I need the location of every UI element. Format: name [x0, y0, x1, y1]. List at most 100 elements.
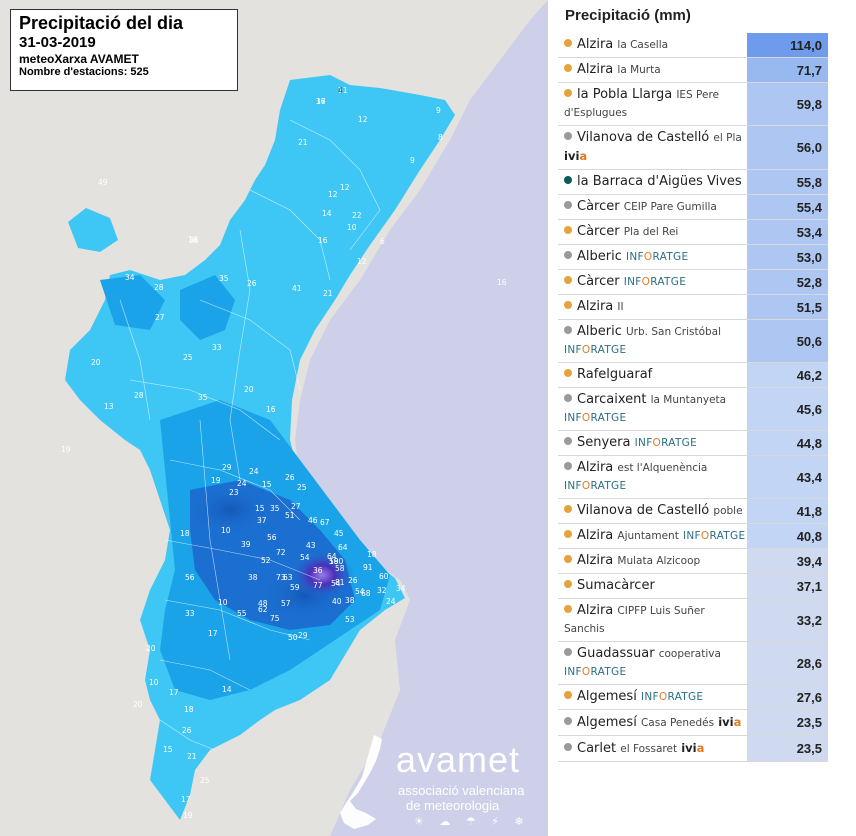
station-value-label: 33: [212, 343, 222, 352]
ranking-row[interactable]: Càrcer INFORATGE 52,8: [558, 269, 828, 295]
station-value-label: 58: [329, 557, 339, 566]
station-value-label: 21: [323, 289, 333, 298]
station-value-label: 10: [218, 598, 228, 607]
station-cell: Alzira Mulata Alzicoop: [558, 548, 748, 574]
ranking-row[interactable]: Alzira la Casella 114,0: [558, 33, 828, 58]
station-value-label: 17: [208, 629, 218, 638]
station-value-label: 15: [163, 745, 173, 754]
map-title: Precipitació del dia: [19, 13, 184, 33]
precipitation-value: 45,6: [747, 387, 828, 431]
precipitation-map[interactable]: 17 11 12 21 9 8 12 14 22 16 12 10 12 6 9 41 21 28 34 27 33 26…: [0, 0, 548, 836]
station-name[interactable]: Algemesí: [577, 689, 637, 704]
station-name[interactable]: Alberic: [577, 324, 622, 339]
ranking-row[interactable]: Alberic Urb. San Cristóbal INFORATGE 50,6: [558, 319, 828, 363]
station-value-label: 48: [258, 599, 268, 608]
precipitation-value: 44,8: [747, 430, 828, 456]
station-value-label: 15: [255, 504, 265, 513]
station-location: Casa Penedés: [640, 717, 715, 729]
station-status-dot-icon: [564, 505, 572, 513]
ranking-row[interactable]: Rafelguaraf 46,2: [558, 362, 828, 388]
station-cell: Alzira II: [558, 294, 748, 320]
ranking-row[interactable]: Guadassuar cooperativa INFORATGE 28,6: [558, 641, 828, 685]
ranking-row[interactable]: Alzira la Murta 71,7: [558, 57, 828, 83]
station-value-label: 38: [248, 573, 258, 582]
station-name[interactable]: Alberic: [577, 249, 622, 264]
station-value-label: 28: [154, 283, 164, 292]
station-value-label: 17: [181, 795, 191, 804]
station-name[interactable]: Càrcer: [577, 274, 620, 289]
ranking-row[interactable]: Alberic INFORATGE 53,0: [558, 244, 828, 270]
station-cell: Carcaixent la Muntanyeta INFORATGE: [558, 387, 748, 431]
network-badge-inforatge: INFORATGE: [682, 530, 746, 542]
station-value-label: 19: [183, 811, 193, 820]
station-name[interactable]: Carlet: [577, 741, 617, 756]
ranking-row[interactable]: Carlet el Fossaret ivia 23,5: [558, 735, 828, 762]
ranking-row[interactable]: Alzira est l'Alquenència INFORATGE 43,4: [558, 455, 828, 499]
station-name[interactable]: Alzira: [577, 460, 614, 475]
station-status-dot-icon: [564, 132, 572, 140]
station-status-dot-icon: [564, 89, 572, 97]
station-status-dot-icon: [564, 437, 572, 445]
station-value-label: 81: [335, 578, 345, 587]
ranking-row[interactable]: la Barraca d'Aigües Vives 55,8: [558, 169, 828, 195]
station-status-dot-icon: [564, 605, 572, 613]
station-name[interactable]: Alzira: [577, 528, 614, 543]
precipitation-value: 39,4: [747, 548, 828, 574]
precipitation-value: 52,8: [747, 269, 828, 295]
station-value-label: 62: [258, 605, 268, 614]
station-name[interactable]: Càrcer: [577, 224, 620, 239]
ranking-row[interactable]: Càrcer CEIP Pare Gumilla 55,4: [558, 194, 828, 220]
station-value-label: 29: [298, 631, 308, 640]
station-name[interactable]: Rafelguaraf: [577, 367, 653, 382]
station-name[interactable]: Algemesí: [577, 715, 637, 730]
station-name[interactable]: Alzira: [577, 553, 614, 568]
station-name[interactable]: Vilanova de Castelló: [577, 130, 710, 145]
station-value-label: 56: [267, 533, 277, 542]
station-value-label: 4: [338, 86, 343, 95]
station-value-label: 14: [322, 209, 332, 218]
station-value-label: 25: [200, 776, 210, 785]
ranking-row[interactable]: Alzira Ajuntament INFORATGE 40,8: [558, 523, 828, 549]
station-name[interactable]: Alzira: [577, 62, 614, 77]
ranking-row[interactable]: Vilanova de Castelló el Pla ivia 56,0: [558, 125, 828, 170]
station-value-label: 91: [363, 563, 373, 572]
ranking-row[interactable]: Vilanova de Castelló poble 41,8: [558, 498, 828, 524]
ranking-row[interactable]: Carcaixent la Muntanyeta INFORATGE 45,6: [558, 387, 828, 431]
station-name[interactable]: Càrcer: [577, 199, 620, 214]
ranking-row[interactable]: Algemesí Casa Penedés ivia 23,5: [558, 709, 828, 736]
station-name[interactable]: Carcaixent: [577, 392, 647, 407]
station-name[interactable]: Senyera: [577, 435, 631, 450]
station-name[interactable]: la Barraca d'Aigües Vives: [577, 174, 742, 189]
station-name[interactable]: Alzira: [577, 37, 614, 52]
station-name[interactable]: Alzira: [577, 299, 614, 314]
station-value-label: 39: [241, 540, 251, 549]
station-name[interactable]: Alzira: [577, 603, 614, 618]
precipitation-value: 46,2: [747, 362, 828, 388]
station-value-label: 36: [313, 566, 323, 575]
ranking-row[interactable]: Càrcer Pla del Rei 53,4: [558, 219, 828, 245]
station-value-label: 45: [334, 529, 344, 538]
station-name[interactable]: Guadassuar: [577, 646, 655, 661]
ranking-row[interactable]: Alzira Mulata Alzicoop 39,4: [558, 548, 828, 574]
ranking-row[interactable]: Alzira II 51,5: [558, 294, 828, 320]
ranking-row[interactable]: Alzira CIPFP Luis Suñer Sanchis 33,2: [558, 598, 828, 642]
station-value-label: 26: [247, 279, 257, 288]
station-name[interactable]: Vilanova de Castelló: [577, 503, 710, 518]
station-value-label: 43: [306, 541, 316, 550]
sea: [295, 0, 548, 836]
ranking-row[interactable]: la Pobla Llarga IES Pere d'Esplugues 59,8: [558, 82, 828, 126]
station-name[interactable]: la Pobla Llarga: [577, 87, 673, 102]
station-cell: la Barraca d'Aigües Vives: [558, 169, 748, 195]
ranking-row[interactable]: Sumacàrcer 37,1: [558, 573, 828, 599]
station-value-label: 57: [281, 599, 291, 608]
station-name[interactable]: Sumacàrcer: [577, 578, 655, 593]
station-value-label: 10: [221, 526, 231, 535]
weather-icons: ☀ ☁ ☂ ⚡ ❄: [414, 815, 530, 828]
station-status-dot-icon: [564, 326, 572, 334]
station-value-label: 24: [386, 597, 396, 606]
station-value-label: 16: [497, 278, 507, 287]
station-value-label: 9: [410, 156, 415, 165]
ranking-row[interactable]: Senyera INFORATGE 44,8: [558, 430, 828, 456]
ranking-row[interactable]: Algemesí INFORATGE 27,6: [558, 684, 828, 710]
station-value-label: 16: [318, 236, 328, 245]
